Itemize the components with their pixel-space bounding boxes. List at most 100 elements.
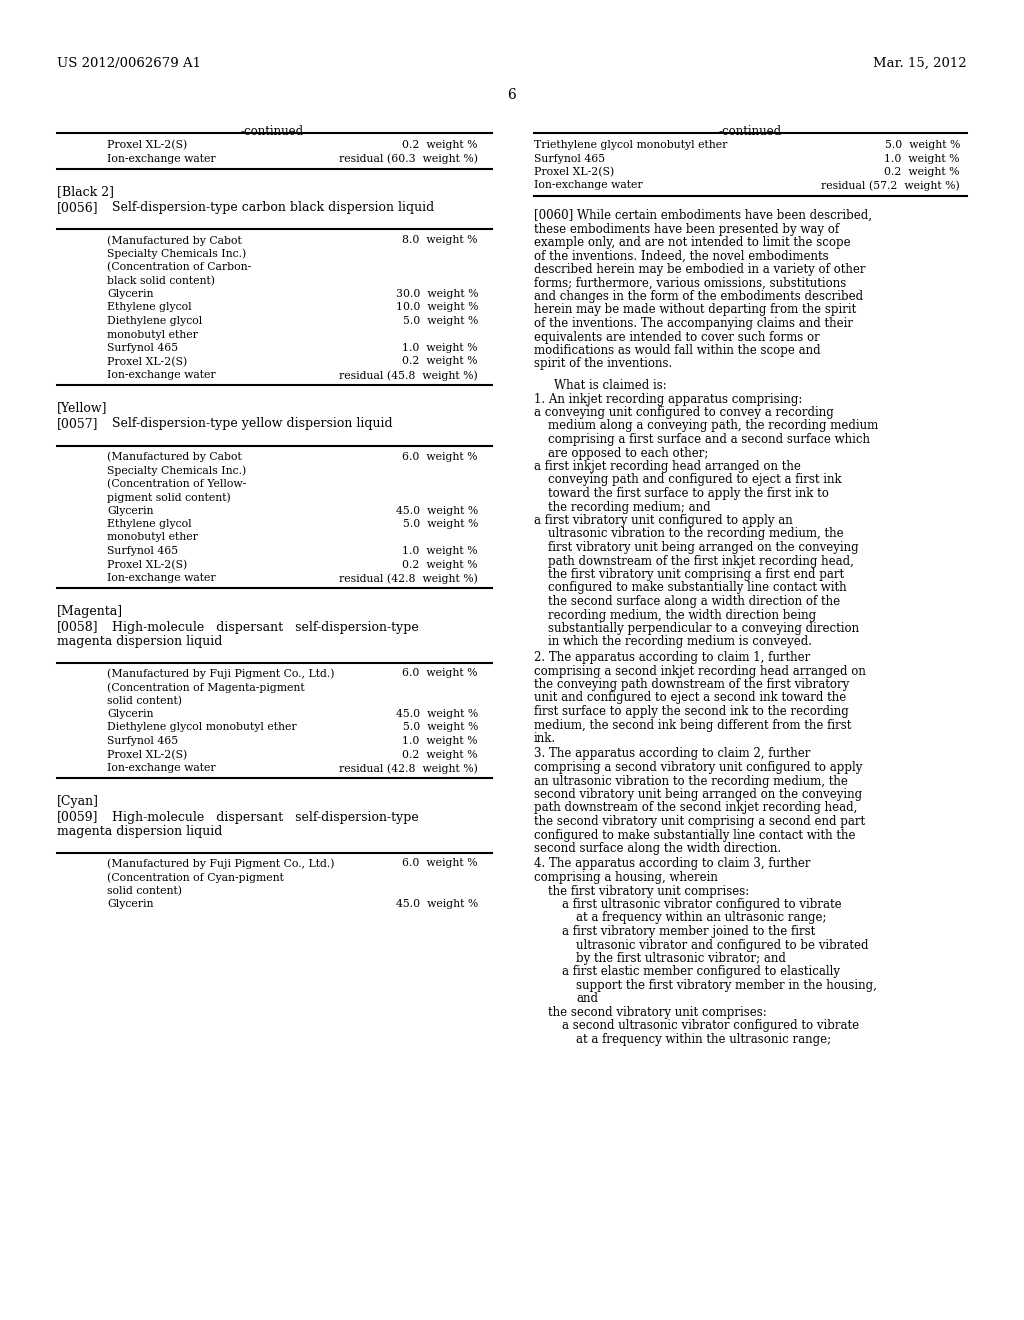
Text: (Manufactured by Fuji Pigment Co., Ltd.): (Manufactured by Fuji Pigment Co., Ltd.) [106, 858, 335, 869]
Text: a conveying unit configured to convey a recording: a conveying unit configured to convey a … [534, 407, 834, 418]
Text: Ion-exchange water: Ion-exchange water [534, 181, 643, 190]
Text: the conveying path downstream of the first vibratory: the conveying path downstream of the fir… [534, 678, 849, 690]
Text: described herein may be embodied in a variety of other: described herein may be embodied in a va… [534, 263, 865, 276]
Text: [Yellow]: [Yellow] [57, 401, 108, 414]
Text: herein may be made without departing from the spirit: herein may be made without departing fro… [534, 304, 856, 317]
Text: Ethylene glycol: Ethylene glycol [106, 302, 191, 313]
Text: [0058]: [0058] [57, 620, 98, 634]
Text: 1.0  weight %: 1.0 weight % [402, 343, 478, 352]
Text: Specialty Chemicals Inc.): Specialty Chemicals Inc.) [106, 465, 246, 475]
Text: of the inventions. The accompanying claims and their: of the inventions. The accompanying clai… [534, 317, 853, 330]
Text: residual (42.8  weight %): residual (42.8 weight %) [339, 763, 478, 774]
Text: the recording medium; and: the recording medium; and [548, 500, 711, 513]
Text: Specialty Chemicals Inc.): Specialty Chemicals Inc.) [106, 248, 246, 259]
Text: the second vibratory unit comprising a second end part: the second vibratory unit comprising a s… [534, 814, 865, 828]
Text: High-molecule   dispersant   self-dispersion-type: High-molecule dispersant self-dispersion… [112, 810, 419, 824]
Text: monobutyl ether: monobutyl ether [106, 330, 198, 339]
Text: 1.0  weight %: 1.0 weight % [885, 153, 961, 164]
Text: path downstream of the second inkjet recording head,: path downstream of the second inkjet rec… [534, 801, 857, 814]
Text: example only, and are not intended to limit the scope: example only, and are not intended to li… [534, 236, 851, 249]
Text: residual (57.2  weight %): residual (57.2 weight %) [821, 181, 961, 191]
Text: medium, the second ink being different from the first: medium, the second ink being different f… [534, 718, 851, 731]
Text: path downstream of the first inkjet recording head,: path downstream of the first inkjet reco… [548, 554, 854, 568]
Text: monobutyl ether: monobutyl ether [106, 532, 198, 543]
Text: 0.2  weight %: 0.2 weight % [402, 140, 478, 150]
Text: toward the first surface to apply the first ink to: toward the first surface to apply the fi… [548, 487, 828, 500]
Text: configured to make substantially line contact with the: configured to make substantially line co… [534, 829, 855, 842]
Text: comprising a second vibratory unit configured to apply: comprising a second vibratory unit confi… [534, 762, 862, 774]
Text: magenta dispersion liquid: magenta dispersion liquid [57, 825, 222, 837]
Text: Proxel XL-2(S): Proxel XL-2(S) [106, 356, 187, 367]
Text: the first vibratory unit comprises:: the first vibratory unit comprises: [548, 884, 750, 898]
Text: the first vibratory unit comprising a first end part: the first vibratory unit comprising a fi… [548, 568, 844, 581]
Text: Mar. 15, 2012: Mar. 15, 2012 [873, 57, 967, 70]
Text: a first vibratory unit configured to apply an: a first vibratory unit configured to app… [534, 513, 793, 527]
Text: What is claimed is:: What is claimed is: [554, 379, 667, 392]
Text: recording medium, the width direction being: recording medium, the width direction be… [548, 609, 816, 622]
Text: at a frequency within the ultrasonic range;: at a frequency within the ultrasonic ran… [575, 1034, 831, 1045]
Text: Glycerin: Glycerin [106, 899, 154, 909]
Text: [Black 2]: [Black 2] [57, 185, 114, 198]
Text: black solid content): black solid content) [106, 276, 215, 286]
Text: 1.0  weight %: 1.0 weight % [402, 546, 478, 556]
Text: Surfynol 465: Surfynol 465 [106, 546, 178, 556]
Text: 1. An inkjet recording apparatus comprising:: 1. An inkjet recording apparatus compris… [534, 392, 803, 405]
Text: solid content): solid content) [106, 696, 182, 706]
Text: first surface to apply the second ink to the recording: first surface to apply the second ink to… [534, 705, 849, 718]
Text: -continued: -continued [719, 125, 782, 139]
Text: second vibratory unit being arranged on the conveying: second vibratory unit being arranged on … [534, 788, 862, 801]
Text: 6: 6 [508, 88, 516, 102]
Text: Diethylene glycol monobutyl ether: Diethylene glycol monobutyl ether [106, 722, 297, 733]
Text: Surfynol 465: Surfynol 465 [106, 737, 178, 746]
Text: Glycerin: Glycerin [106, 709, 154, 719]
Text: an ultrasonic vibration to the recording medium, the: an ultrasonic vibration to the recording… [534, 775, 848, 788]
Text: 45.0  weight %: 45.0 weight % [395, 899, 478, 909]
Text: 30.0  weight %: 30.0 weight % [395, 289, 478, 300]
Text: 2. The apparatus according to claim 1, further: 2. The apparatus according to claim 1, f… [534, 651, 810, 664]
Text: of the inventions. Indeed, the novel embodiments: of the inventions. Indeed, the novel emb… [534, 249, 828, 263]
Text: a first elastic member configured to elastically: a first elastic member configured to ela… [562, 965, 840, 978]
Text: and changes in the form of the embodiments described: and changes in the form of the embodimen… [534, 290, 863, 304]
Text: 45.0  weight %: 45.0 weight % [395, 506, 478, 516]
Text: first vibratory unit being arranged on the conveying: first vibratory unit being arranged on t… [548, 541, 859, 554]
Text: residual (42.8  weight %): residual (42.8 weight %) [339, 573, 478, 583]
Text: 6.0  weight %: 6.0 weight % [402, 451, 478, 462]
Text: a second ultrasonic vibrator configured to vibrate: a second ultrasonic vibrator configured … [562, 1019, 859, 1032]
Text: a first ultrasonic vibrator configured to vibrate: a first ultrasonic vibrator configured t… [562, 898, 842, 911]
Text: High-molecule   dispersant   self-dispersion-type: High-molecule dispersant self-dispersion… [112, 620, 419, 634]
Text: Proxel XL-2(S): Proxel XL-2(S) [106, 140, 187, 150]
Text: Glycerin: Glycerin [106, 289, 154, 300]
Text: (Manufactured by Cabot: (Manufactured by Cabot [106, 451, 242, 462]
Text: substantially perpendicular to a conveying direction: substantially perpendicular to a conveyi… [548, 622, 859, 635]
Text: 0.2  weight %: 0.2 weight % [885, 168, 961, 177]
Text: Surfynol 465: Surfynol 465 [534, 153, 605, 164]
Text: a first vibratory member joined to the first: a first vibratory member joined to the f… [562, 925, 815, 939]
Text: Surfynol 465: Surfynol 465 [106, 343, 178, 352]
Text: are opposed to each other;: are opposed to each other; [548, 446, 709, 459]
Text: (Manufactured by Fuji Pigment Co., Ltd.): (Manufactured by Fuji Pigment Co., Ltd.) [106, 668, 335, 678]
Text: US 2012/0062679 A1: US 2012/0062679 A1 [57, 57, 201, 70]
Text: Diethylene glycol: Diethylene glycol [106, 315, 203, 326]
Text: Ion-exchange water: Ion-exchange water [106, 763, 216, 774]
Text: 5.0  weight %: 5.0 weight % [402, 315, 478, 326]
Text: 4. The apparatus according to claim 3, further: 4. The apparatus according to claim 3, f… [534, 858, 811, 870]
Text: ink.: ink. [534, 733, 556, 744]
Text: residual (45.8  weight %): residual (45.8 weight %) [339, 370, 478, 380]
Text: forms; furthermore, various omissions, substitutions: forms; furthermore, various omissions, s… [534, 276, 846, 289]
Text: [0057]: [0057] [57, 417, 98, 430]
Text: comprising a first surface and a second surface which: comprising a first surface and a second … [548, 433, 870, 446]
Text: 0.2  weight %: 0.2 weight % [402, 750, 478, 759]
Text: comprising a housing, wherein: comprising a housing, wherein [534, 871, 718, 884]
Text: (Concentration of Carbon-: (Concentration of Carbon- [106, 261, 251, 272]
Text: and: and [575, 993, 598, 1006]
Text: a first inkjet recording head arranged on the: a first inkjet recording head arranged o… [534, 459, 801, 473]
Text: equivalents are intended to cover such forms or: equivalents are intended to cover such f… [534, 330, 820, 343]
Text: in which the recording medium is conveyed.: in which the recording medium is conveye… [548, 635, 812, 648]
Text: 5.0  weight %: 5.0 weight % [885, 140, 961, 150]
Text: spirit of the inventions.: spirit of the inventions. [534, 358, 672, 371]
Text: [0059]: [0059] [57, 810, 98, 824]
Text: 6.0  weight %: 6.0 weight % [402, 858, 478, 869]
Text: [0056]: [0056] [57, 201, 98, 214]
Text: solid content): solid content) [106, 886, 182, 896]
Text: Glycerin: Glycerin [106, 506, 154, 516]
